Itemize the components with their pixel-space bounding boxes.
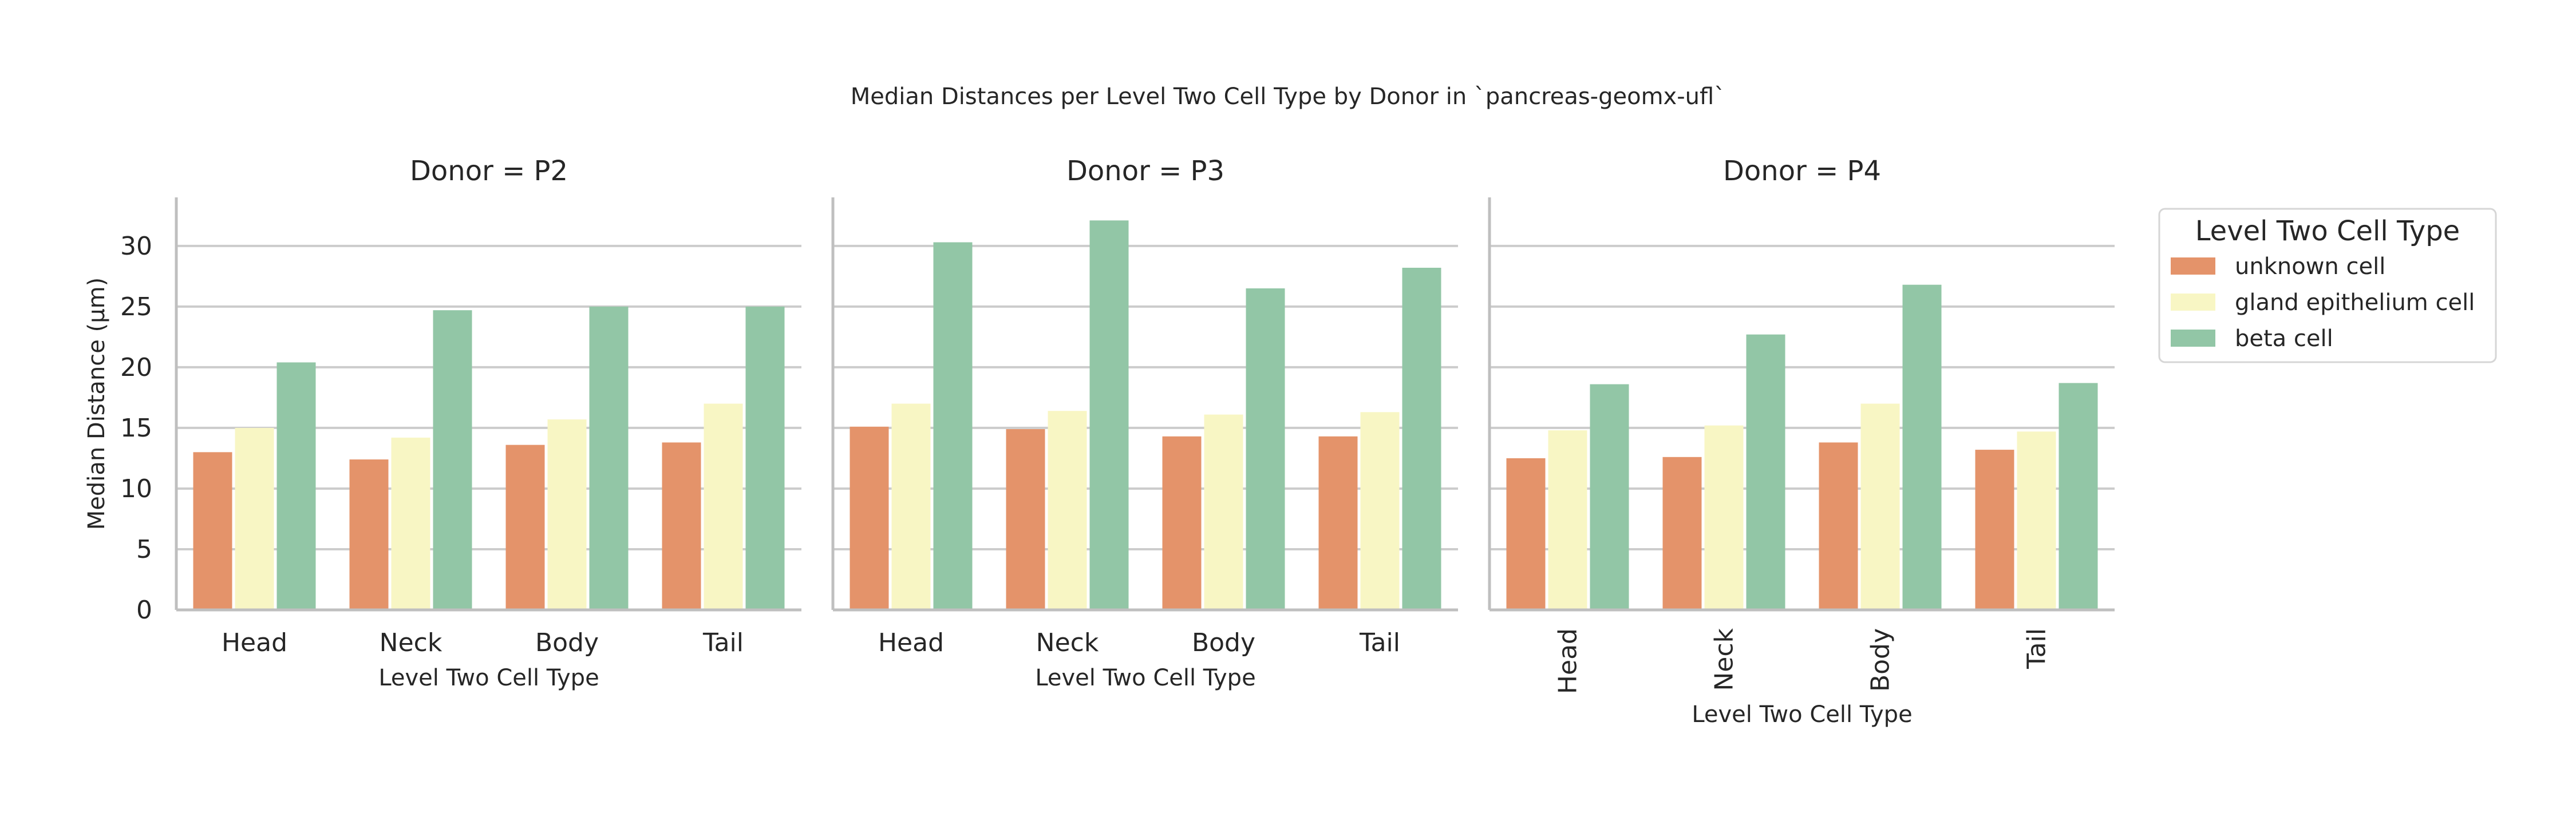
bar xyxy=(2017,431,2056,610)
x-axis-label: Level Two Cell Type xyxy=(1692,701,1912,728)
x-tick-label: Body xyxy=(1866,628,1895,692)
bar xyxy=(662,442,701,610)
facet-panels: Median Distance (μm) Donor = P2 Head Neck Bo… xyxy=(84,155,2115,728)
panel-title: Donor = P2 xyxy=(410,155,568,187)
bar xyxy=(349,459,389,610)
bar xyxy=(1089,220,1129,610)
y-tick-label: 25 xyxy=(120,292,152,322)
x-tick-label: Head xyxy=(878,628,944,657)
bar xyxy=(1506,458,1546,610)
bar xyxy=(1318,436,1358,610)
bar xyxy=(1006,429,1045,610)
bar xyxy=(589,306,629,610)
bar xyxy=(704,403,743,610)
y-tick-label: 20 xyxy=(120,353,152,382)
legend-title: Level Two Cell Type xyxy=(2195,215,2460,247)
legend-swatch xyxy=(2171,330,2215,347)
y-tick-label: 10 xyxy=(120,474,152,503)
x-axis-label: Level Two Cell Type xyxy=(1035,665,1255,691)
bar xyxy=(505,445,545,610)
bar xyxy=(276,362,316,610)
bar xyxy=(1746,334,1785,610)
bar xyxy=(1360,412,1400,610)
bar xyxy=(1048,411,1087,610)
y-tick-label: 5 xyxy=(136,535,152,564)
bar xyxy=(1902,284,1942,610)
bar xyxy=(1204,414,1243,610)
bar xyxy=(1162,436,1202,610)
panel-title: Donor = P4 xyxy=(1723,155,1881,187)
y-tick-label: 15 xyxy=(120,414,152,443)
bar xyxy=(193,452,232,610)
y-tick-label: 0 xyxy=(136,596,152,625)
legend-swatch xyxy=(2171,257,2215,275)
legend-entry: gland epithelium cell xyxy=(2235,289,2475,316)
bar xyxy=(1819,442,1858,610)
bar xyxy=(1548,430,1587,610)
bar xyxy=(933,242,973,610)
x-tick-label: Tail xyxy=(1359,628,1400,657)
bar xyxy=(850,426,889,610)
facet-panel: Donor = P3 Head Neck Body Tail Level Two Cell… xyxy=(831,155,1458,691)
x-tick-label: Head xyxy=(222,628,287,657)
bar xyxy=(1704,425,1744,610)
legend-entry: unknown cell xyxy=(2235,253,2385,280)
bar xyxy=(433,310,472,610)
bar xyxy=(235,427,274,610)
legend-frame xyxy=(2158,208,2497,363)
facet-panel: Donor = P2 Head Neck Body Tail Level Two Cell… xyxy=(120,155,801,691)
bar xyxy=(1402,267,1441,610)
x-tick-label: Tail xyxy=(702,628,744,657)
chart-title: Median Distances per Level Two Cell Type… xyxy=(851,84,1725,110)
x-tick-label: Body xyxy=(535,628,599,657)
x-tick-label: Tail xyxy=(2022,628,2052,669)
x-tick-label: Neck xyxy=(1036,628,1099,657)
bar xyxy=(1246,288,1285,610)
bar xyxy=(1662,457,1702,610)
bar xyxy=(391,437,430,610)
bar xyxy=(745,306,785,610)
legend-entry: beta cell xyxy=(2235,326,2333,352)
bar xyxy=(547,419,587,610)
x-tick-label: Body xyxy=(1192,628,1255,657)
x-axis-label: Level Two Cell Type xyxy=(378,665,599,691)
y-axis-label: Median Distance (μm) xyxy=(84,277,110,530)
bar xyxy=(1860,403,1900,610)
legend: Level Two Cell Type unknown cell gland epi… xyxy=(2158,208,2497,363)
bar xyxy=(891,403,931,610)
x-tick-label: Head xyxy=(1554,628,1583,694)
bar xyxy=(1975,450,2014,610)
panel-title: Donor = P3 xyxy=(1066,155,1224,187)
x-tick-label: Neck xyxy=(380,628,442,657)
facet-panel: Donor = P4 Head Neck Body Tail Level Two Cell… xyxy=(1488,155,2115,728)
x-tick-label: Neck xyxy=(1710,628,1739,691)
y-tick-label: 30 xyxy=(120,232,152,261)
legend-swatch xyxy=(2171,294,2215,311)
bar xyxy=(1590,384,1629,610)
bar xyxy=(2059,383,2098,610)
